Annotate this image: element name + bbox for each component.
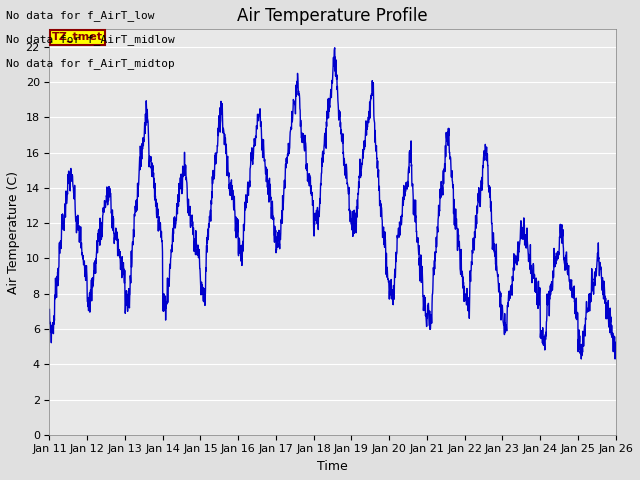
Text: No data for f_AirT_midlow: No data for f_AirT_midlow bbox=[6, 34, 175, 45]
Text: No data for f_AirT_low: No data for f_AirT_low bbox=[6, 10, 155, 21]
Legend: AirT 22m: AirT 22m bbox=[282, 479, 383, 480]
Y-axis label: Air Temperature (C): Air Temperature (C) bbox=[7, 170, 20, 294]
Title: Air Temperature Profile: Air Temperature Profile bbox=[237, 7, 428, 25]
Text: No data for f_AirT_midtop: No data for f_AirT_midtop bbox=[6, 58, 175, 69]
X-axis label: Time: Time bbox=[317, 460, 348, 473]
Text: TZ_tmet: TZ_tmet bbox=[52, 32, 103, 42]
